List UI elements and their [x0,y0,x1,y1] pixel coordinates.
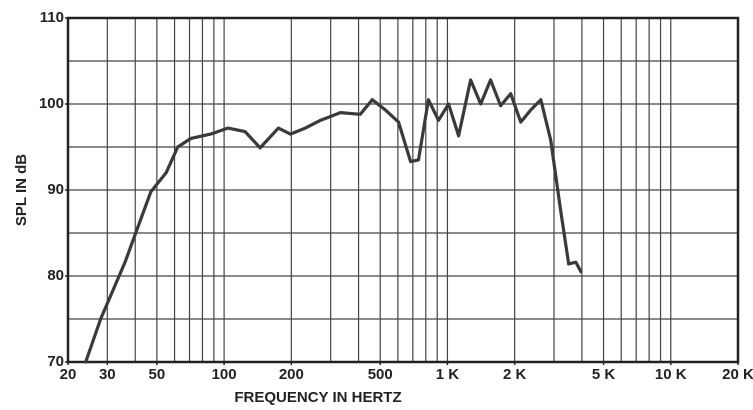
response-line [84,78,583,364]
x-tick-label: 2 K [503,366,527,383]
x-tick-label: 20 [60,366,77,383]
x-tick-label: 30 [99,366,116,383]
x-axis-label: FREQUENCY IN HERTZ [234,389,401,406]
y-tick-label: 80 [47,267,64,284]
x-tick-label: 200 [279,366,304,383]
x-tick-label: 50 [149,366,166,383]
y-tick-label: 110 [40,9,64,26]
x-tick-label: 5 K [592,366,616,383]
y-tick-label: 70 [47,353,64,370]
y-axis-label: SPL IN dB [13,154,30,226]
y-tick-label: 100 [39,95,64,112]
x-tick-label: 10 K [655,366,687,383]
y-tick-label: 90 [47,181,64,198]
x-tick-label: 20 K [722,366,753,383]
x-tick-label: 1 K [436,366,460,383]
x-tick-label: 100 [212,366,237,383]
x-tick-label: 500 [368,366,393,383]
